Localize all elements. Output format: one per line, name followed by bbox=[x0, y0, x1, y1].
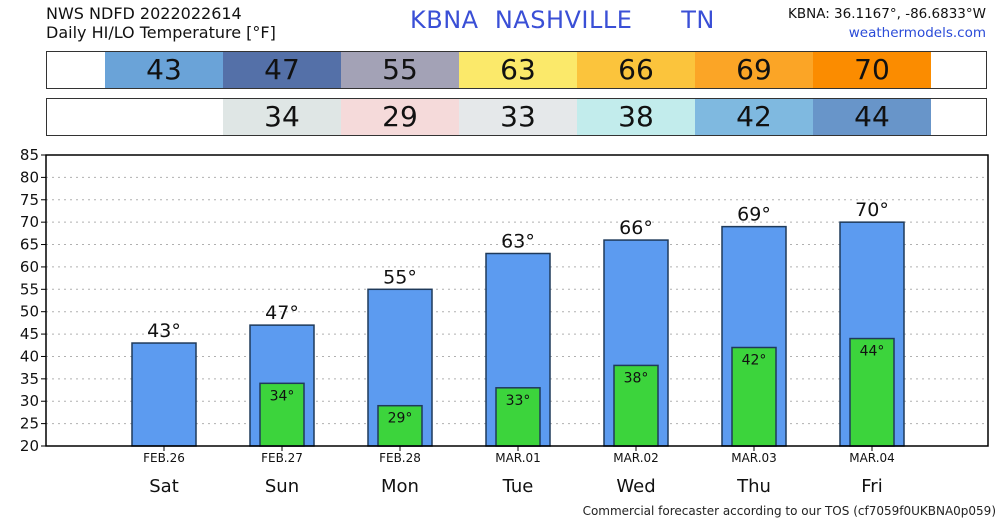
hi-label: 69° bbox=[737, 204, 771, 226]
station-coords: KBNA: 36.1167°, -86.6833°W bbox=[787, 6, 986, 22]
lo-label: 38° bbox=[624, 370, 649, 386]
lo-label: 44° bbox=[860, 344, 885, 360]
station-city: NASHVILLE bbox=[494, 6, 633, 34]
x-date-label: MAR.04 bbox=[849, 451, 895, 465]
y-tick-label: 70 bbox=[20, 213, 39, 231]
y-tick-label: 60 bbox=[20, 258, 39, 276]
y-tick-label: 80 bbox=[20, 168, 39, 186]
x-date-label: FEB.26 bbox=[143, 451, 185, 465]
y-tick-label: 85 bbox=[20, 146, 39, 164]
lo-label: 34° bbox=[270, 388, 295, 404]
hi-label: 70° bbox=[855, 199, 889, 221]
x-day-label: Fri bbox=[861, 476, 882, 497]
y-tick-label: 75 bbox=[20, 191, 39, 209]
lo-temp-cell: 44 bbox=[813, 99, 931, 135]
y-tick-label: 35 bbox=[20, 370, 39, 388]
lo-temp-strip: 34 29 33 38 42 44 bbox=[46, 98, 987, 136]
y-tick-label: 65 bbox=[20, 236, 39, 254]
lo-label: 33° bbox=[506, 393, 531, 409]
hi-temp-cell: 43 bbox=[105, 52, 223, 88]
x-date-label: MAR.01 bbox=[495, 451, 541, 465]
lo-label: 29° bbox=[388, 411, 413, 427]
station-title: KBNA NASHVILLE TN bbox=[410, 6, 715, 34]
hi-temp-cell: 66 bbox=[577, 52, 695, 88]
lo-temp-cell: 38 bbox=[577, 99, 695, 135]
x-date-label: MAR.02 bbox=[613, 451, 659, 465]
hi-temp-strip: 43 47 55 63 66 69 70 bbox=[46, 51, 987, 89]
x-day-label: Sat bbox=[149, 476, 179, 497]
station-id: KBNA bbox=[410, 6, 479, 34]
plot-frame bbox=[45, 154, 989, 447]
hi-temp-cell: 70 bbox=[813, 52, 931, 88]
lo-bar bbox=[495, 387, 541, 447]
hi-temp-cell: 47 bbox=[223, 52, 341, 88]
x-day-label: Wed bbox=[616, 476, 655, 497]
hi-label: 47° bbox=[265, 302, 299, 324]
lo-temp-cell: 34 bbox=[223, 99, 341, 135]
lo-label: 42° bbox=[742, 353, 767, 369]
site-link[interactable]: weathermodels.com bbox=[848, 25, 986, 41]
x-date-label: MAR.03 bbox=[731, 451, 777, 465]
hi-label: 55° bbox=[383, 266, 417, 288]
lo-temp-cell: 29 bbox=[341, 99, 459, 135]
x-date-label: FEB.27 bbox=[261, 451, 303, 465]
hi-bar bbox=[131, 342, 197, 447]
y-tick-label: 25 bbox=[20, 415, 39, 433]
header-info: NWS NDFD 2022022614 Daily HI/LO Temperat… bbox=[46, 4, 276, 42]
hi-label: 63° bbox=[501, 230, 535, 252]
y-tick-label: 20 bbox=[20, 437, 39, 455]
x-day-label: Tue bbox=[502, 476, 534, 497]
y-tick-label: 45 bbox=[20, 325, 39, 343]
y-tick-label: 55 bbox=[20, 280, 39, 298]
lo-temp-cell: 33 bbox=[459, 99, 577, 135]
product-label: Daily HI/LO Temperature [°F] bbox=[46, 23, 276, 42]
hi-temp-cell: 69 bbox=[695, 52, 813, 88]
station-state: TN bbox=[681, 6, 715, 34]
footer-note: Commercial forecaster according to our T… bbox=[583, 504, 996, 518]
hi-label: 43° bbox=[147, 320, 181, 342]
x-day-label: Mon bbox=[381, 476, 419, 497]
header-right: KBNA: 36.1167°, -86.6833°W weathermodels… bbox=[788, 5, 986, 43]
x-day-label: Sun bbox=[265, 476, 299, 497]
x-day-label: Thu bbox=[736, 476, 771, 497]
y-tick-label: 30 bbox=[20, 392, 39, 410]
x-date-label: FEB.28 bbox=[379, 451, 421, 465]
lo-bar bbox=[259, 382, 305, 447]
lo-temp-cell: 42 bbox=[695, 99, 813, 135]
hi-temp-cell: 63 bbox=[459, 52, 577, 88]
y-tick-label: 40 bbox=[20, 347, 39, 365]
hi-temp-cell: 55 bbox=[341, 52, 459, 88]
model-run-label: NWS NDFD 2022022614 bbox=[46, 4, 242, 23]
y-tick-label: 50 bbox=[20, 303, 39, 321]
hi-label: 66° bbox=[619, 217, 653, 239]
